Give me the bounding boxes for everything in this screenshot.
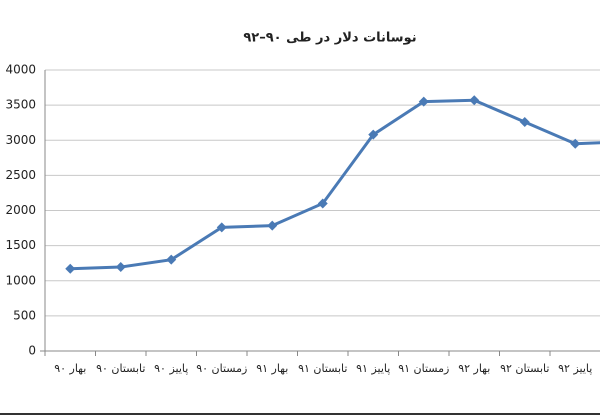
x-tick-label: پاییز ۹۲	[558, 362, 593, 375]
marker	[267, 220, 278, 231]
marker	[216, 222, 227, 233]
y-tick-label: 3500	[5, 98, 36, 112]
y-tick-label: 1500	[5, 238, 36, 252]
x-tick-label: پاییز ۹۰	[154, 362, 189, 375]
marker	[519, 116, 530, 127]
x-tick-label: تابستان ۹۰	[96, 362, 146, 375]
marker	[166, 254, 177, 265]
line	[70, 98, 600, 271]
marker	[317, 198, 328, 209]
x-tick-label: بهار ۹۱	[256, 362, 289, 375]
y-tick-label: 500	[13, 308, 36, 322]
x-tick-label: تابستان ۹۱	[298, 362, 348, 375]
marker	[368, 129, 379, 140]
chart-title: نوسانات دلار در طی ۹۰–۹۲	[243, 31, 416, 46]
x-tick-label: بهار ۹۰	[54, 362, 87, 375]
x-tick-label: بهار ۹۲	[458, 362, 491, 375]
marker	[115, 262, 126, 273]
y-tick-label: 1000	[5, 273, 36, 287]
marker	[570, 138, 581, 149]
y-tick-label: 2500	[5, 168, 36, 182]
marker	[469, 95, 480, 106]
y-tick-label: 2000	[5, 203, 36, 217]
x-tick-label: زمستان ۹۱	[398, 362, 450, 375]
x-tick-label: زمستان ۹۰	[196, 362, 248, 375]
y-tick-label: 4000	[5, 63, 36, 77]
x-tick-label: پاییز ۹۱	[356, 362, 391, 375]
x-tick-label: تابستان ۹۲	[500, 362, 550, 375]
y-tick-label: 3000	[5, 133, 36, 147]
y-tick-label: 0	[28, 344, 36, 358]
marker	[65, 263, 76, 274]
marker	[418, 96, 429, 107]
